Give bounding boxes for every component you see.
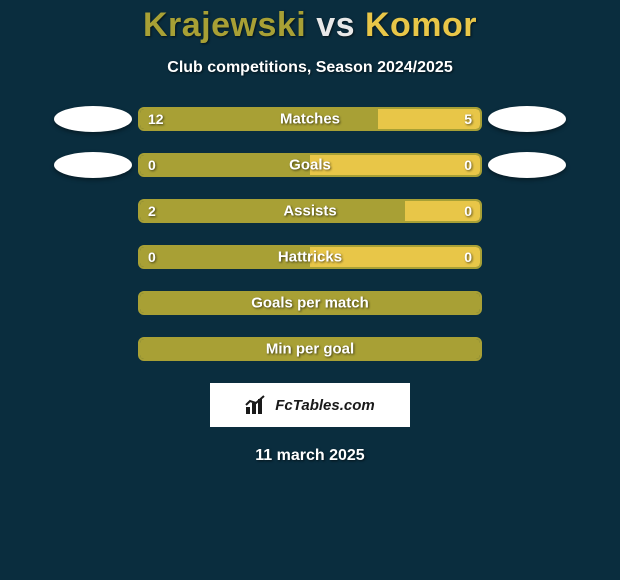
brand-text: FcTables.com — [275, 397, 374, 414]
crest-shape — [488, 106, 566, 132]
bar-segment-left — [140, 293, 480, 313]
stat-bar: Goals per match — [138, 291, 482, 315]
bar-segment-left — [140, 109, 378, 129]
player2-name: Komor — [365, 6, 477, 44]
stat-bar: Min per goal — [138, 337, 482, 361]
stat-bar: Goals00 — [138, 153, 482, 177]
brand-badge: FcTables.com — [210, 383, 410, 427]
team-crest-right — [482, 152, 572, 178]
bar-segment-left — [140, 155, 310, 175]
stat-bar: Hattricks00 — [138, 245, 482, 269]
stats-container: Matches125 Goals00 Assists20 Hattricks00 Goa… — [0, 107, 620, 361]
crest-shape — [54, 106, 132, 132]
footer-date: 11 march 2025 — [0, 447, 620, 465]
stat-row: Matches125 — [0, 107, 620, 131]
crest-shape — [488, 152, 566, 178]
stat-bar: Matches125 — [138, 107, 482, 131]
chart-icon — [245, 395, 269, 415]
bar-segment-right — [310, 247, 480, 267]
subtitle: Club competitions, Season 2024/2025 — [0, 59, 620, 77]
crest-shape — [54, 152, 132, 178]
player1-name: Krajewski — [143, 6, 306, 44]
team-crest-right — [482, 106, 572, 132]
team-crest-left — [48, 106, 138, 132]
stat-row: Hattricks00 — [0, 245, 620, 269]
title-vs: vs — [316, 6, 355, 44]
bar-segment-right — [378, 109, 480, 129]
page-title: Krajewski vs Komor — [0, 0, 620, 45]
bar-segment-left — [140, 339, 480, 359]
bar-segment-right — [405, 201, 480, 221]
stat-row: Min per goal — [0, 337, 620, 361]
stat-row: Goals00 — [0, 153, 620, 177]
stat-bar: Assists20 — [138, 199, 482, 223]
bar-segment-left — [140, 247, 310, 267]
stat-row: Goals per match — [0, 291, 620, 315]
stat-row: Assists20 — [0, 199, 620, 223]
bar-segment-right — [310, 155, 480, 175]
bar-segment-left — [140, 201, 405, 221]
team-crest-left — [48, 152, 138, 178]
